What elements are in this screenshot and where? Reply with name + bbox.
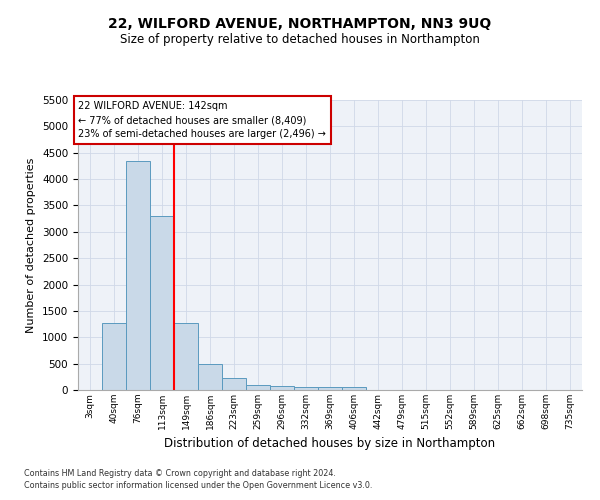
Bar	[318, 388, 342, 390]
Bar	[174, 323, 198, 390]
X-axis label: Distribution of detached houses by size in Northampton: Distribution of detached houses by size …	[164, 438, 496, 450]
Y-axis label: Number of detached properties: Number of detached properties	[26, 158, 37, 332]
Bar	[102, 323, 126, 390]
Text: Contains HM Land Registry data © Crown copyright and database right 2024.: Contains HM Land Registry data © Crown c…	[24, 468, 336, 477]
Text: 22, WILFORD AVENUE, NORTHAMPTON, NN3 9UQ: 22, WILFORD AVENUE, NORTHAMPTON, NN3 9UQ	[109, 18, 491, 32]
Bar	[342, 388, 366, 390]
Bar	[294, 387, 318, 390]
Bar	[270, 386, 294, 390]
Text: Size of property relative to detached houses in Northampton: Size of property relative to detached ho…	[120, 32, 480, 46]
Bar	[126, 160, 150, 390]
Text: Contains public sector information licensed under the Open Government Licence v3: Contains public sector information licen…	[24, 481, 373, 490]
Bar	[222, 378, 246, 390]
Bar	[246, 386, 270, 390]
Bar	[198, 364, 222, 390]
Text: 22 WILFORD AVENUE: 142sqm
← 77% of detached houses are smaller (8,409)
23% of se: 22 WILFORD AVENUE: 142sqm ← 77% of detac…	[79, 101, 326, 139]
Bar	[150, 216, 174, 390]
